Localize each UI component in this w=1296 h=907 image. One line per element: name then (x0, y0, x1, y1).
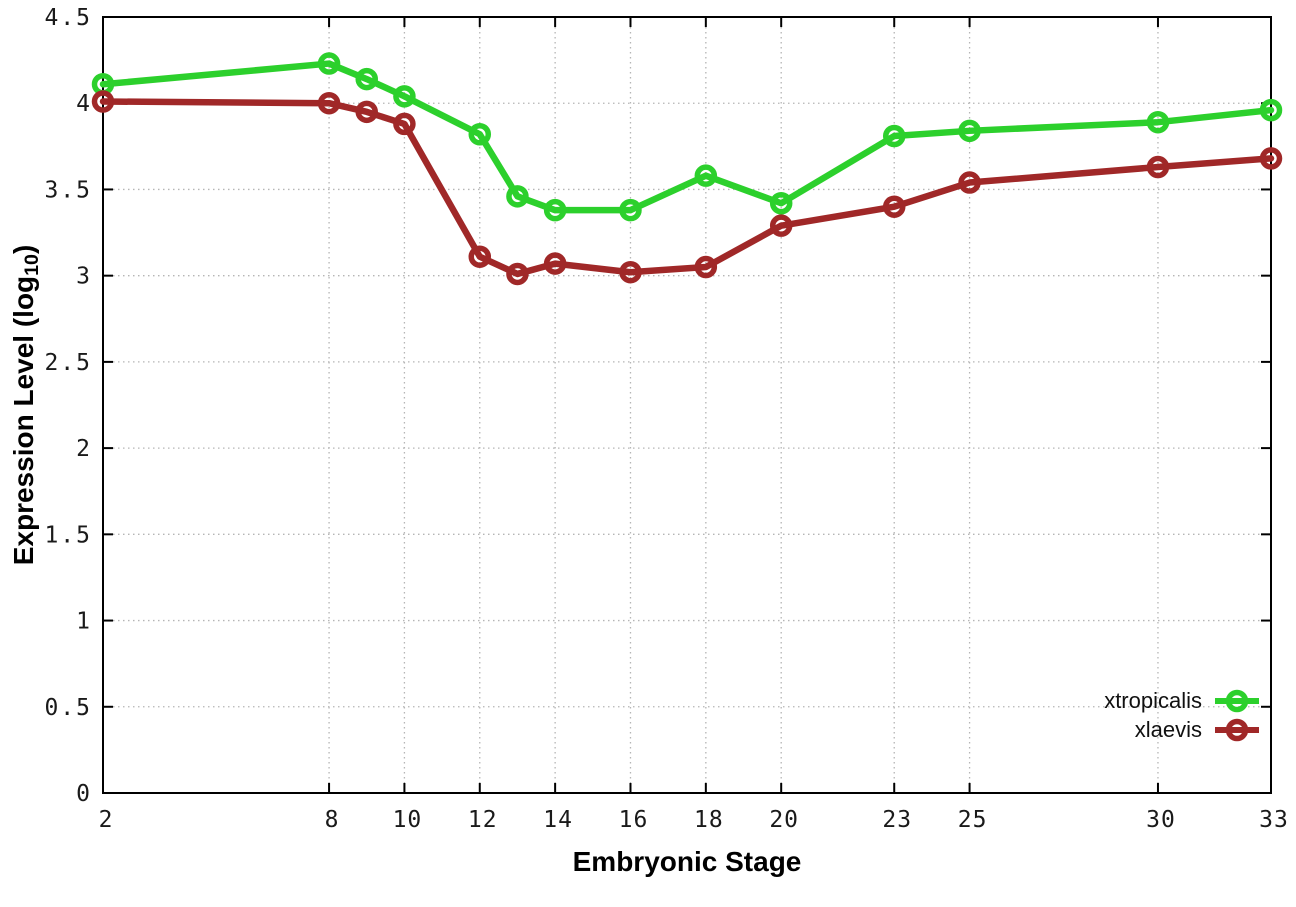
y-tick-label: 4.5 (44, 5, 92, 31)
x-tick-label: 23 (882, 807, 912, 833)
y-tick-label: 1.5 (44, 522, 92, 548)
open-circle-icon (1225, 718, 1249, 742)
open-circle-icon (1225, 689, 1249, 713)
data-point-xtropicalis (393, 85, 416, 108)
data-point-xlaevis (91, 90, 115, 113)
x-tick-label: 2 (99, 807, 114, 833)
data-point-xtropicalis (882, 124, 906, 148)
x-tick-label: 8 (325, 807, 340, 833)
plot-border (102, 16, 1272, 794)
data-point-xtropicalis (468, 123, 492, 146)
y-tick-label: 1 (76, 609, 92, 635)
data-point-xlaevis (619, 260, 642, 284)
x-tick-label: 14 (543, 807, 573, 833)
data-point-xlaevis (769, 214, 793, 237)
data-point-xtropicalis (1146, 110, 1170, 134)
y-tick-label: 3 (76, 264, 92, 290)
data-point-xtropicalis (619, 198, 642, 222)
data-point-xlaevis (355, 100, 378, 124)
x-tick-label: 33 (1259, 807, 1289, 833)
data-point-xlaevis (1259, 147, 1283, 170)
data-point-xlaevis (468, 245, 492, 268)
legend-item: xlaevis (1104, 716, 1260, 744)
data-point-xlaevis (694, 255, 718, 279)
data-point-xlaevis (543, 252, 567, 275)
data-point-xtropicalis (769, 191, 793, 215)
x-tick-label: 20 (769, 807, 799, 833)
data-point-xlaevis (506, 262, 529, 286)
legend-line-sample (1215, 689, 1259, 713)
y-tick-label: 2.5 (44, 350, 92, 376)
y-axis-label-close: ) (7, 244, 39, 255)
y-tick-label: 3.5 (44, 177, 92, 203)
x-tick-label: 12 (468, 807, 498, 833)
data-point-xlaevis (393, 112, 416, 136)
data-point-xtropicalis (543, 198, 567, 222)
legend: xtropicalis xlaevis (1104, 687, 1260, 744)
x-axis-label: Embryonic Stage (572, 846, 802, 877)
y-axis-label-text: Expression Level (log (7, 275, 39, 566)
x-tick-label: 25 (958, 807, 988, 833)
legend-line-sample (1215, 718, 1259, 742)
y-axis-label: Expression Level (log10) (8, 245, 44, 566)
x-tick-label: 16 (619, 807, 649, 833)
data-point-xlaevis (317, 91, 341, 115)
legend-item: xtropicalis (1104, 687, 1260, 715)
legend-label: xlaevis (1134, 717, 1202, 742)
y-tick-label: 0 (76, 781, 92, 807)
data-point-xtropicalis (317, 52, 341, 75)
x-tick-label: 18 (694, 807, 724, 833)
data-point-xtropicalis (506, 185, 529, 208)
x-tick-label: 10 (393, 807, 423, 833)
x-tick-label: 30 (1146, 807, 1176, 833)
series-line-xtropicalis (99, 60, 1275, 214)
y-tick-label: 4 (76, 91, 92, 117)
data-point-xlaevis (958, 171, 981, 194)
data-point-xtropicalis (1259, 98, 1283, 122)
data-point-xtropicalis (694, 164, 718, 187)
y-tick-label: 0.5 (44, 695, 92, 721)
data-point-xtropicalis (958, 119, 981, 143)
data-point-xtropicalis (355, 67, 378, 91)
y-axis-label-subscript: 10 (21, 254, 44, 276)
data-point-xlaevis (1146, 155, 1170, 179)
y-tick-label: 2 (76, 436, 92, 462)
data-point-xlaevis (882, 195, 906, 218)
legend-label: xtropicalis (1104, 688, 1202, 713)
